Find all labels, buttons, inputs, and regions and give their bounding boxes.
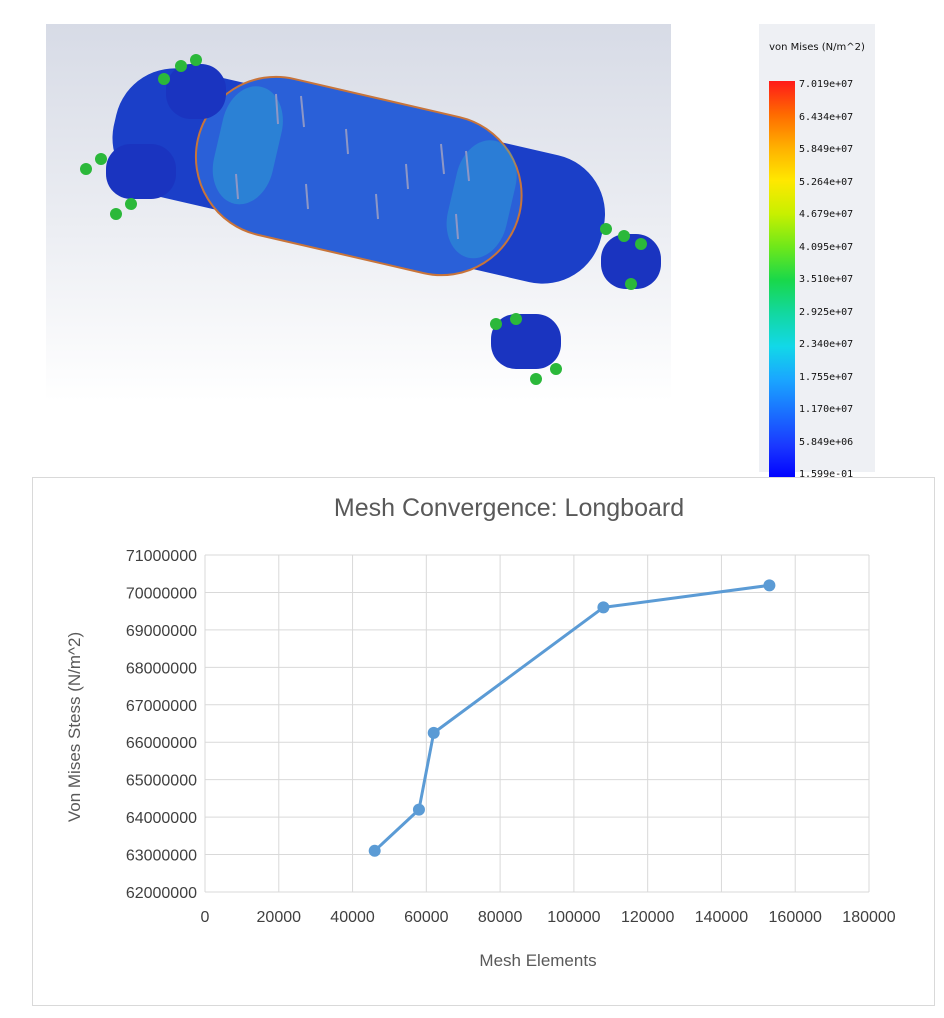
series-line xyxy=(373,583,770,852)
legend-value-label: 3.510e+07 xyxy=(799,274,854,285)
chart-grid xyxy=(204,554,870,893)
x-tick-label: 20000 xyxy=(257,909,302,926)
chart-svg: Mesh Convergence: Longboard 62000000 6300… xyxy=(65,494,896,970)
y-tick-label: 70000000 xyxy=(126,585,197,602)
x-tick-label: 0 xyxy=(201,909,210,926)
y-axis-ticks: 62000000 63000000 64000000 65000000 66000000… xyxy=(126,548,197,902)
legend-color-bar xyxy=(769,81,795,479)
legend-value-label: 1.170e+07 xyxy=(799,404,854,415)
chart-title: Mesh Convergence: Longboard xyxy=(334,494,684,522)
x-axis-ticks: 0 20000 40000 60000 80000 100000 120000 140000 1… xyxy=(201,909,896,926)
y-tick-label: 67000000 xyxy=(126,698,197,715)
legend-value-label: 1.755e+07 xyxy=(799,371,854,383)
y-tick-label: 69000000 xyxy=(126,623,197,640)
data-point xyxy=(368,844,381,857)
data-point xyxy=(412,803,425,816)
legend-value-label: 5.849e+07 xyxy=(799,144,854,155)
legend-title: von Mises (N/m^2) xyxy=(769,42,865,53)
y-tick-label: 64000000 xyxy=(126,810,197,827)
data-point xyxy=(427,726,440,739)
x-tick-label: 80000 xyxy=(478,909,523,926)
x-tick-label: 180000 xyxy=(842,909,895,926)
x-tick-label: 60000 xyxy=(404,909,449,926)
y-tick-label: 71000000 xyxy=(126,548,197,565)
stress-legend: von Mises (N/m^2) 7.019e+07 6.434e+07 5.84… xyxy=(759,24,875,480)
x-tick-label: 40000 xyxy=(330,909,375,926)
y-axis-label: Von Mises Stess (N/m^2) xyxy=(65,632,84,822)
legend-value-label: 2.925e+07 xyxy=(799,306,854,318)
legend-value-label: 2.340e+07 xyxy=(799,339,854,350)
x-axis-label: Mesh Elements xyxy=(479,951,596,970)
longboard-model-image xyxy=(80,54,661,385)
stress-model-render xyxy=(46,24,671,402)
mesh-convergence-chart: Mesh Convergence: Longboard 62000000 6300… xyxy=(32,477,935,1006)
x-tick-label: 160000 xyxy=(769,909,822,926)
y-tick-label: 62000000 xyxy=(126,885,197,902)
y-tick-label: 68000000 xyxy=(126,660,197,677)
legend-value-label: 6.434e+07 xyxy=(799,111,854,123)
legend-value-label: 1.599e-01 xyxy=(799,469,854,480)
legend-value-label: 4.679e+07 xyxy=(799,209,854,220)
data-point xyxy=(763,579,776,592)
x-tick-label: 120000 xyxy=(621,909,674,926)
legend-value-label: 7.019e+07 xyxy=(799,79,854,90)
x-tick-label: 100000 xyxy=(547,909,600,926)
legend-value-label: 5.264e+07 xyxy=(799,176,854,188)
data-point xyxy=(597,601,610,614)
y-tick-label: 65000000 xyxy=(126,773,197,790)
x-tick-label: 140000 xyxy=(695,909,748,926)
legend-value-label: 5.849e+06 xyxy=(799,436,854,448)
series-layer xyxy=(368,579,776,857)
y-tick-label: 63000000 xyxy=(126,848,197,865)
y-tick-label: 66000000 xyxy=(126,735,197,752)
legend-value-label: 4.095e+07 xyxy=(799,241,854,253)
